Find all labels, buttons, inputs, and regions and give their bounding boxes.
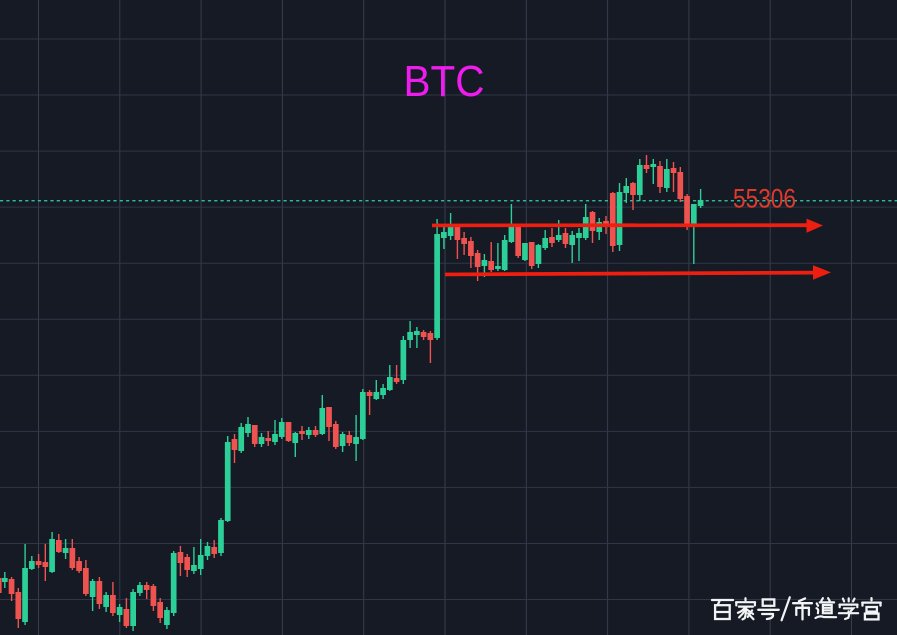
svg-text:55306: 55306: [733, 184, 796, 214]
svg-text:BTC: BTC: [404, 57, 485, 106]
